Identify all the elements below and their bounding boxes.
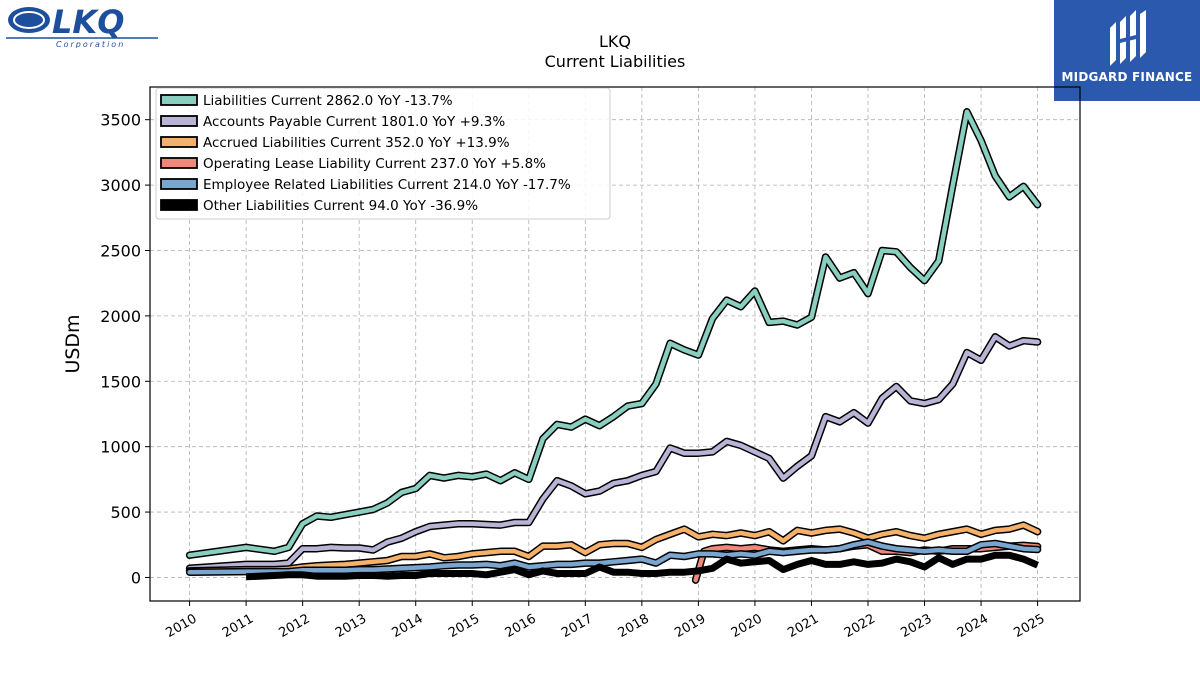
series-layer	[185, 108, 1042, 584]
legend-label: Accounts Payable Current 1801.0 YoY +9.3…	[203, 114, 505, 130]
midgard-finance-name: MIDGARD FINANCE	[1061, 70, 1193, 84]
series-3	[185, 521, 1042, 575]
x-tick-label: 2020	[729, 611, 765, 641]
y-axis-label: USDm	[62, 314, 84, 373]
legend-swatch	[160, 157, 198, 169]
y-tick-label: 500	[110, 503, 141, 522]
y-tick-label: 2000	[100, 307, 141, 326]
legend-label: Accrued Liabilities Current 352.0 YoY +1…	[203, 135, 510, 151]
x-tick-label: 2024	[955, 611, 991, 641]
lkq-logo-mark: LKQ Corporation	[6, 3, 158, 49]
x-tick-label: 2022	[842, 611, 878, 641]
y-tick-label: 2500	[100, 241, 141, 260]
legend-label: Other Liabilities Current 94.0 YoY -36.9…	[203, 198, 478, 214]
x-tick-label: 2018	[616, 611, 652, 641]
series-line	[187, 539, 1040, 575]
y-tick-label: 1500	[100, 372, 141, 391]
y-tick-label: 0	[131, 568, 141, 587]
legend-box	[155, 87, 611, 220]
x-tick-label: 2014	[390, 611, 426, 641]
y-tick-label: 3000	[100, 176, 141, 195]
series-line	[187, 522, 1040, 574]
x-tick-label: 2023	[898, 611, 934, 641]
x-tick-label: 2010	[163, 611, 199, 641]
x-tick-label: 2017	[559, 611, 595, 641]
midgard-finance-logo: MIDGARD FINANCE	[1054, 0, 1200, 101]
x-tick-label: 2016	[503, 611, 539, 641]
legend-label: Employee Related Liabilities Current 214…	[203, 177, 571, 193]
legend-swatch	[160, 115, 198, 127]
legend-swatch	[160, 178, 198, 190]
x-tick-label: 2019	[672, 611, 708, 641]
chart-title: LKQ	[599, 32, 631, 51]
series-1	[185, 108, 1042, 559]
x-tick-label: 2025	[1011, 611, 1047, 641]
series-line	[187, 334, 1040, 571]
series-6	[245, 551, 1039, 581]
series-2	[185, 333, 1042, 573]
chart-subtitle: Current Liabilities	[544, 52, 686, 71]
legend-label: Operating Lease Liability Current 237.0 …	[203, 156, 546, 172]
x-tick-label: 2012	[276, 611, 312, 641]
lkq-logo-subtitle: Corporation	[56, 40, 125, 48]
lkq-logo: LKQ Corporation	[4, 3, 160, 49]
plot-frame	[149, 86, 1081, 602]
chart-title-block: LKQ Current Liabilities	[150, 32, 1080, 72]
midgard-emblem-icon	[1110, 10, 1146, 66]
legend-swatch	[160, 94, 198, 106]
legend: Liabilities Current 2862.0 YoY -13.7% Acc…	[155, 87, 611, 220]
x-tick-label: 2021	[785, 611, 821, 641]
y-tick-label: 3500	[100, 111, 141, 130]
x-tick-label: 2015	[446, 611, 482, 641]
legend-swatch	[160, 136, 198, 148]
legend-label: Liabilities Current 2862.0 YoY -13.7%	[203, 93, 453, 109]
series-line	[187, 109, 1040, 558]
x-tick-label: 2011	[220, 611, 256, 641]
y-tick-label: 1000	[100, 438, 141, 457]
series-line	[245, 551, 1039, 581]
x-tick-label: 2013	[333, 611, 369, 641]
lkq-logo-text: LKQ	[52, 4, 124, 41]
legend-swatch	[160, 199, 198, 211]
series-5	[185, 538, 1042, 576]
